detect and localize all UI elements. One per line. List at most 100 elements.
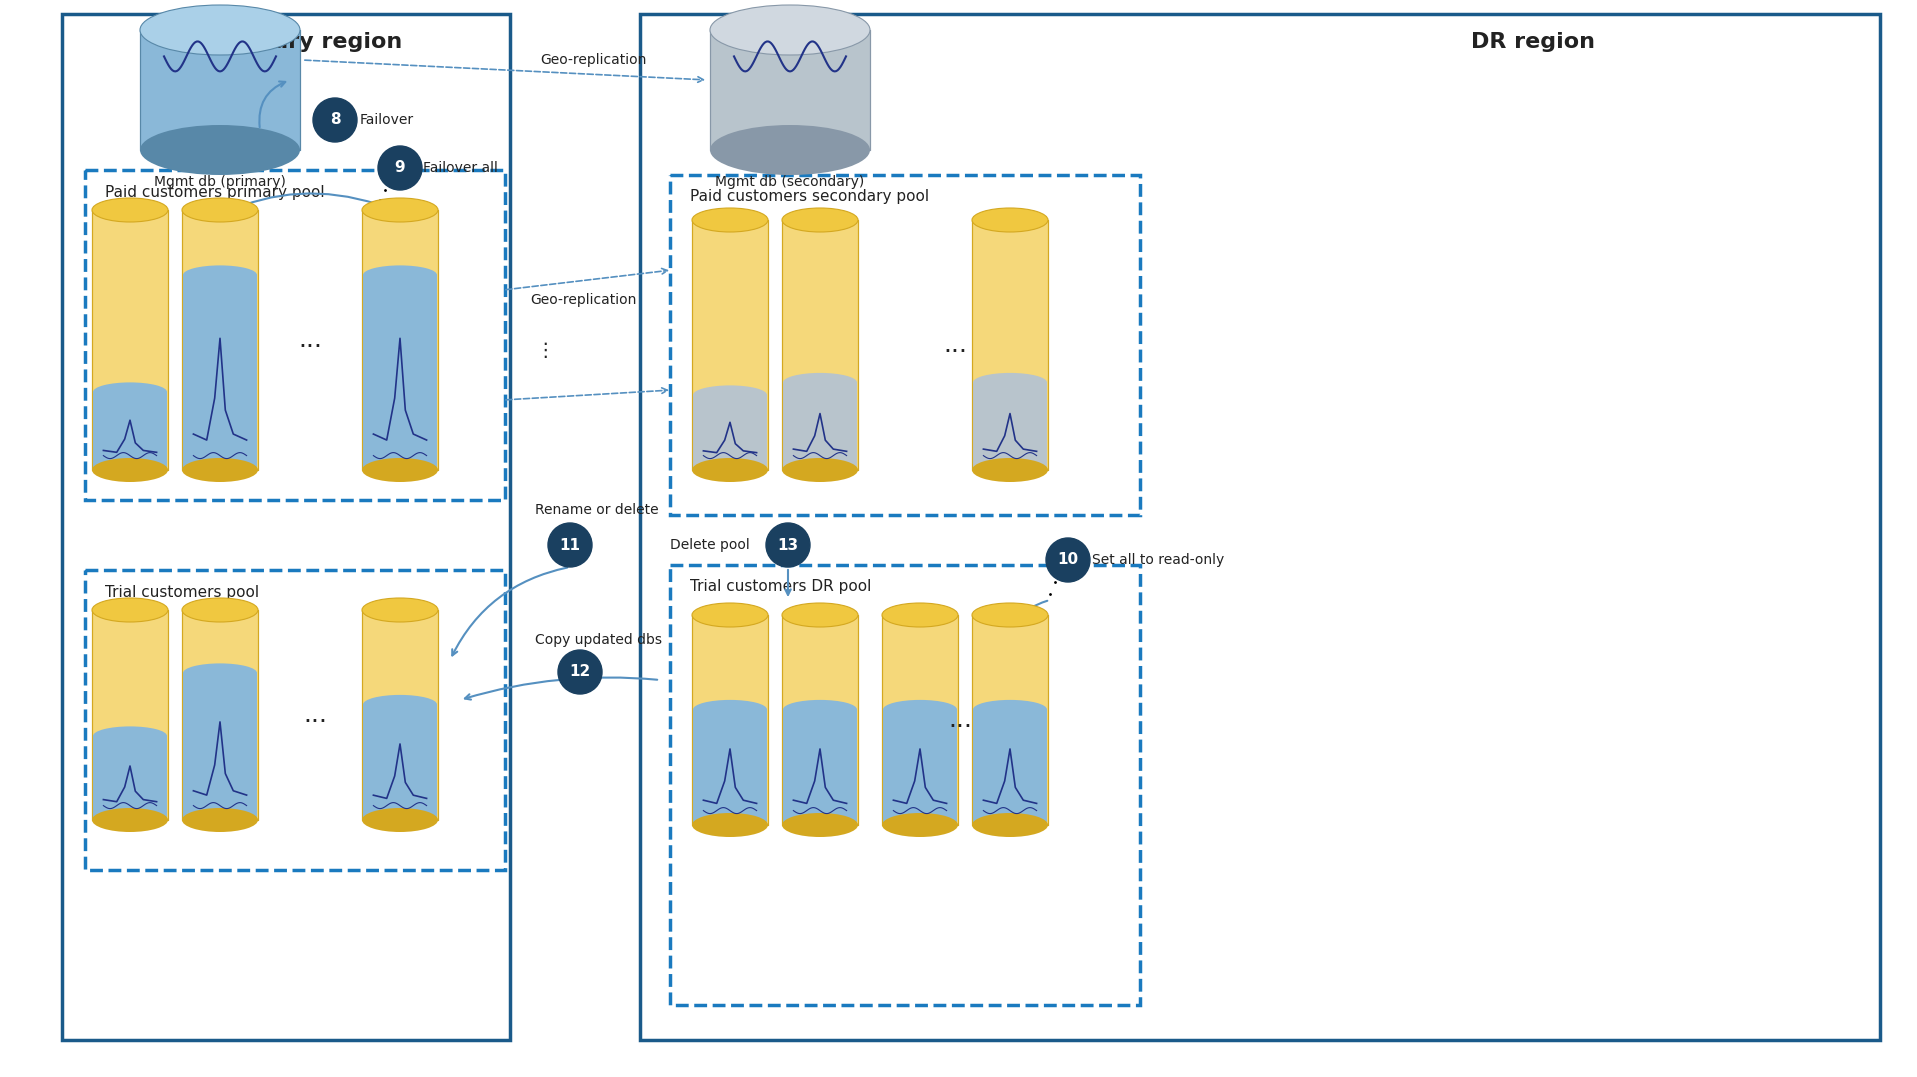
Ellipse shape: [692, 458, 769, 482]
Ellipse shape: [694, 386, 767, 405]
Circle shape: [312, 98, 357, 142]
Circle shape: [1047, 538, 1091, 582]
Text: Geo-replication: Geo-replication: [541, 53, 646, 67]
Ellipse shape: [782, 458, 859, 482]
Text: Paid customers primary pool: Paid customers primary pool: [105, 184, 324, 199]
Bar: [140, 30, 299, 150]
Ellipse shape: [694, 700, 767, 719]
Text: Mgmt db (primary): Mgmt db (primary): [153, 174, 286, 188]
Ellipse shape: [182, 458, 259, 482]
Ellipse shape: [972, 208, 1049, 232]
Text: 8: 8: [330, 112, 341, 127]
Ellipse shape: [692, 603, 769, 627]
Bar: [782, 710, 857, 825]
Text: Paid customers secondary pool: Paid customers secondary pool: [690, 190, 930, 205]
Text: Failover: Failover: [360, 113, 414, 127]
Bar: [782, 382, 857, 470]
Circle shape: [548, 523, 592, 567]
Bar: [974, 710, 1047, 825]
Ellipse shape: [692, 208, 769, 232]
Ellipse shape: [974, 373, 1047, 392]
Text: Copy updated dbs: Copy updated dbs: [535, 633, 661, 647]
Bar: [182, 610, 259, 820]
Text: 9: 9: [395, 160, 404, 176]
Bar: [671, 174, 1141, 515]
Bar: [362, 210, 437, 470]
Ellipse shape: [362, 695, 437, 714]
Ellipse shape: [182, 598, 259, 623]
Text: Rename or delete: Rename or delete: [535, 503, 659, 517]
Text: 13: 13: [778, 537, 799, 553]
Bar: [182, 275, 257, 470]
Ellipse shape: [94, 382, 167, 402]
Ellipse shape: [362, 598, 437, 623]
Ellipse shape: [692, 813, 769, 837]
Text: ...: ...: [297, 328, 322, 352]
Bar: [182, 673, 257, 820]
Ellipse shape: [972, 458, 1049, 482]
Bar: [94, 736, 167, 820]
Text: ...: ...: [303, 703, 328, 727]
Bar: [692, 220, 769, 470]
Ellipse shape: [709, 5, 870, 55]
Text: Trial customers DR pool: Trial customers DR pool: [690, 579, 872, 595]
Ellipse shape: [884, 700, 957, 719]
Ellipse shape: [182, 198, 259, 222]
Bar: [972, 220, 1049, 470]
Circle shape: [767, 523, 811, 567]
Bar: [94, 392, 167, 470]
Bar: [972, 615, 1049, 825]
Bar: [782, 615, 859, 825]
Bar: [182, 210, 259, 470]
Ellipse shape: [362, 265, 437, 284]
Ellipse shape: [782, 813, 859, 837]
Bar: [709, 30, 870, 150]
Bar: [640, 14, 1881, 1040]
Bar: [61, 14, 510, 1040]
Ellipse shape: [182, 808, 259, 833]
Ellipse shape: [882, 603, 958, 627]
Ellipse shape: [182, 265, 257, 284]
Ellipse shape: [362, 808, 437, 833]
Text: Mgmt db (secondary): Mgmt db (secondary): [715, 174, 865, 188]
Bar: [692, 615, 769, 825]
Ellipse shape: [974, 700, 1047, 719]
Text: Primary region: Primary region: [215, 32, 403, 52]
Bar: [882, 615, 958, 825]
Ellipse shape: [92, 808, 169, 833]
Ellipse shape: [782, 700, 857, 719]
Text: 10: 10: [1058, 553, 1079, 568]
Bar: [84, 170, 504, 500]
Text: Failover all: Failover all: [424, 160, 498, 174]
Bar: [362, 275, 437, 470]
Ellipse shape: [882, 813, 958, 837]
Ellipse shape: [782, 373, 857, 392]
Text: ...: ...: [949, 708, 972, 732]
Bar: [671, 565, 1141, 1005]
Ellipse shape: [92, 198, 169, 222]
Text: Trial customers pool: Trial customers pool: [105, 585, 259, 600]
Text: ...: ...: [943, 333, 966, 356]
Bar: [694, 395, 767, 470]
Text: Set all to read-only: Set all to read-only: [1093, 553, 1225, 567]
Bar: [92, 210, 169, 470]
Bar: [92, 610, 169, 820]
Ellipse shape: [782, 208, 859, 232]
Ellipse shape: [782, 603, 859, 627]
Ellipse shape: [140, 125, 299, 174]
Ellipse shape: [92, 458, 169, 482]
Text: Delete pool: Delete pool: [671, 538, 750, 553]
Bar: [782, 220, 859, 470]
Ellipse shape: [92, 598, 169, 623]
Text: 11: 11: [560, 537, 581, 553]
Text: DR region: DR region: [1470, 32, 1595, 52]
Ellipse shape: [140, 5, 299, 55]
Bar: [84, 570, 504, 870]
Bar: [884, 710, 957, 825]
Ellipse shape: [362, 198, 437, 222]
Ellipse shape: [972, 603, 1049, 627]
Ellipse shape: [94, 726, 167, 745]
Ellipse shape: [362, 458, 437, 482]
Ellipse shape: [972, 813, 1049, 837]
Circle shape: [378, 146, 422, 190]
